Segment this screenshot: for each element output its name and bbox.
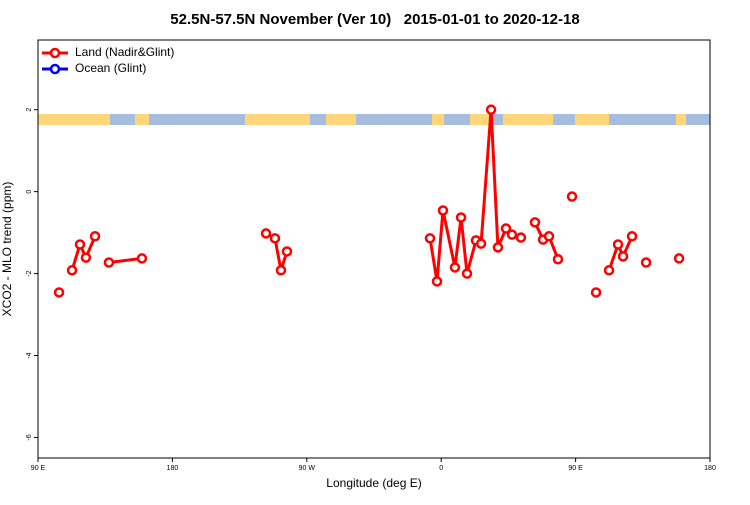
- plot-frame: [37, 39, 711, 459]
- y-tick-label: -4: [26, 352, 33, 358]
- land-ocean-strip: [38, 114, 710, 125]
- y-tick-label: 0: [26, 190, 33, 194]
- data-point: [552, 253, 564, 265]
- data-point: [103, 257, 115, 268]
- data-point: [617, 251, 629, 262]
- data-point: [626, 231, 638, 242]
- data-point: [640, 257, 652, 268]
- data-point: [515, 232, 527, 243]
- data-point: [80, 252, 92, 263]
- data-point: [66, 265, 78, 276]
- legend-marker: [49, 47, 61, 59]
- data-point: [590, 287, 602, 298]
- data-point: [449, 262, 461, 273]
- y-tick-label: -6: [26, 434, 33, 440]
- data-point: [136, 253, 148, 264]
- chart-title: 52.5N-57.5N November (Ver 10) 2015-01-01…: [170, 11, 579, 28]
- data-point: [506, 229, 518, 240]
- x-tick-label: 180: [167, 465, 179, 472]
- x-tick-label: 180: [704, 465, 716, 472]
- x-tick-label: 90 E: [568, 465, 583, 472]
- data-point: [461, 268, 473, 279]
- data-point: [492, 242, 504, 253]
- series-line: [428, 108, 522, 283]
- x-axis-label: Longitude (deg E): [326, 476, 421, 490]
- legend: Land (Nadir&Glint) Ocean (Glint): [42, 45, 174, 75]
- data-point: [281, 246, 293, 257]
- data-point: [603, 265, 615, 276]
- data-point: [543, 231, 555, 242]
- series-line: [70, 235, 97, 271]
- data-point: [437, 205, 449, 216]
- data-point: [431, 276, 443, 287]
- data-point: [612, 239, 624, 250]
- legend-marker: [49, 63, 61, 75]
- data-point: [424, 233, 436, 244]
- data-point: [260, 228, 272, 239]
- data-point: [500, 223, 512, 234]
- data-point: [485, 104, 497, 115]
- data-point: [275, 265, 287, 276]
- y-tick-label: 2: [26, 108, 33, 112]
- y-tick-label: -2: [26, 270, 33, 276]
- data-point: [53, 287, 65, 298]
- data-point: [566, 191, 578, 202]
- data-point: [455, 212, 467, 223]
- data-point: [89, 231, 101, 242]
- data-point: [269, 233, 281, 244]
- legend-label: Land (Nadir&Glint): [75, 45, 174, 59]
- series-line: [108, 256, 143, 265]
- series-line: [607, 235, 634, 271]
- x-tick-label: 0: [439, 465, 443, 472]
- x-tick-label: 90 E: [31, 465, 46, 472]
- y-axis-label: XCO2 - MLO trend (ppm): [0, 182, 14, 317]
- x-tick-label: 90 W: [299, 465, 316, 472]
- data-point: [475, 238, 487, 249]
- data-point: [673, 253, 685, 264]
- data-point: [74, 239, 86, 250]
- legend-label: Ocean (Glint): [75, 61, 146, 75]
- data-point: [529, 217, 541, 228]
